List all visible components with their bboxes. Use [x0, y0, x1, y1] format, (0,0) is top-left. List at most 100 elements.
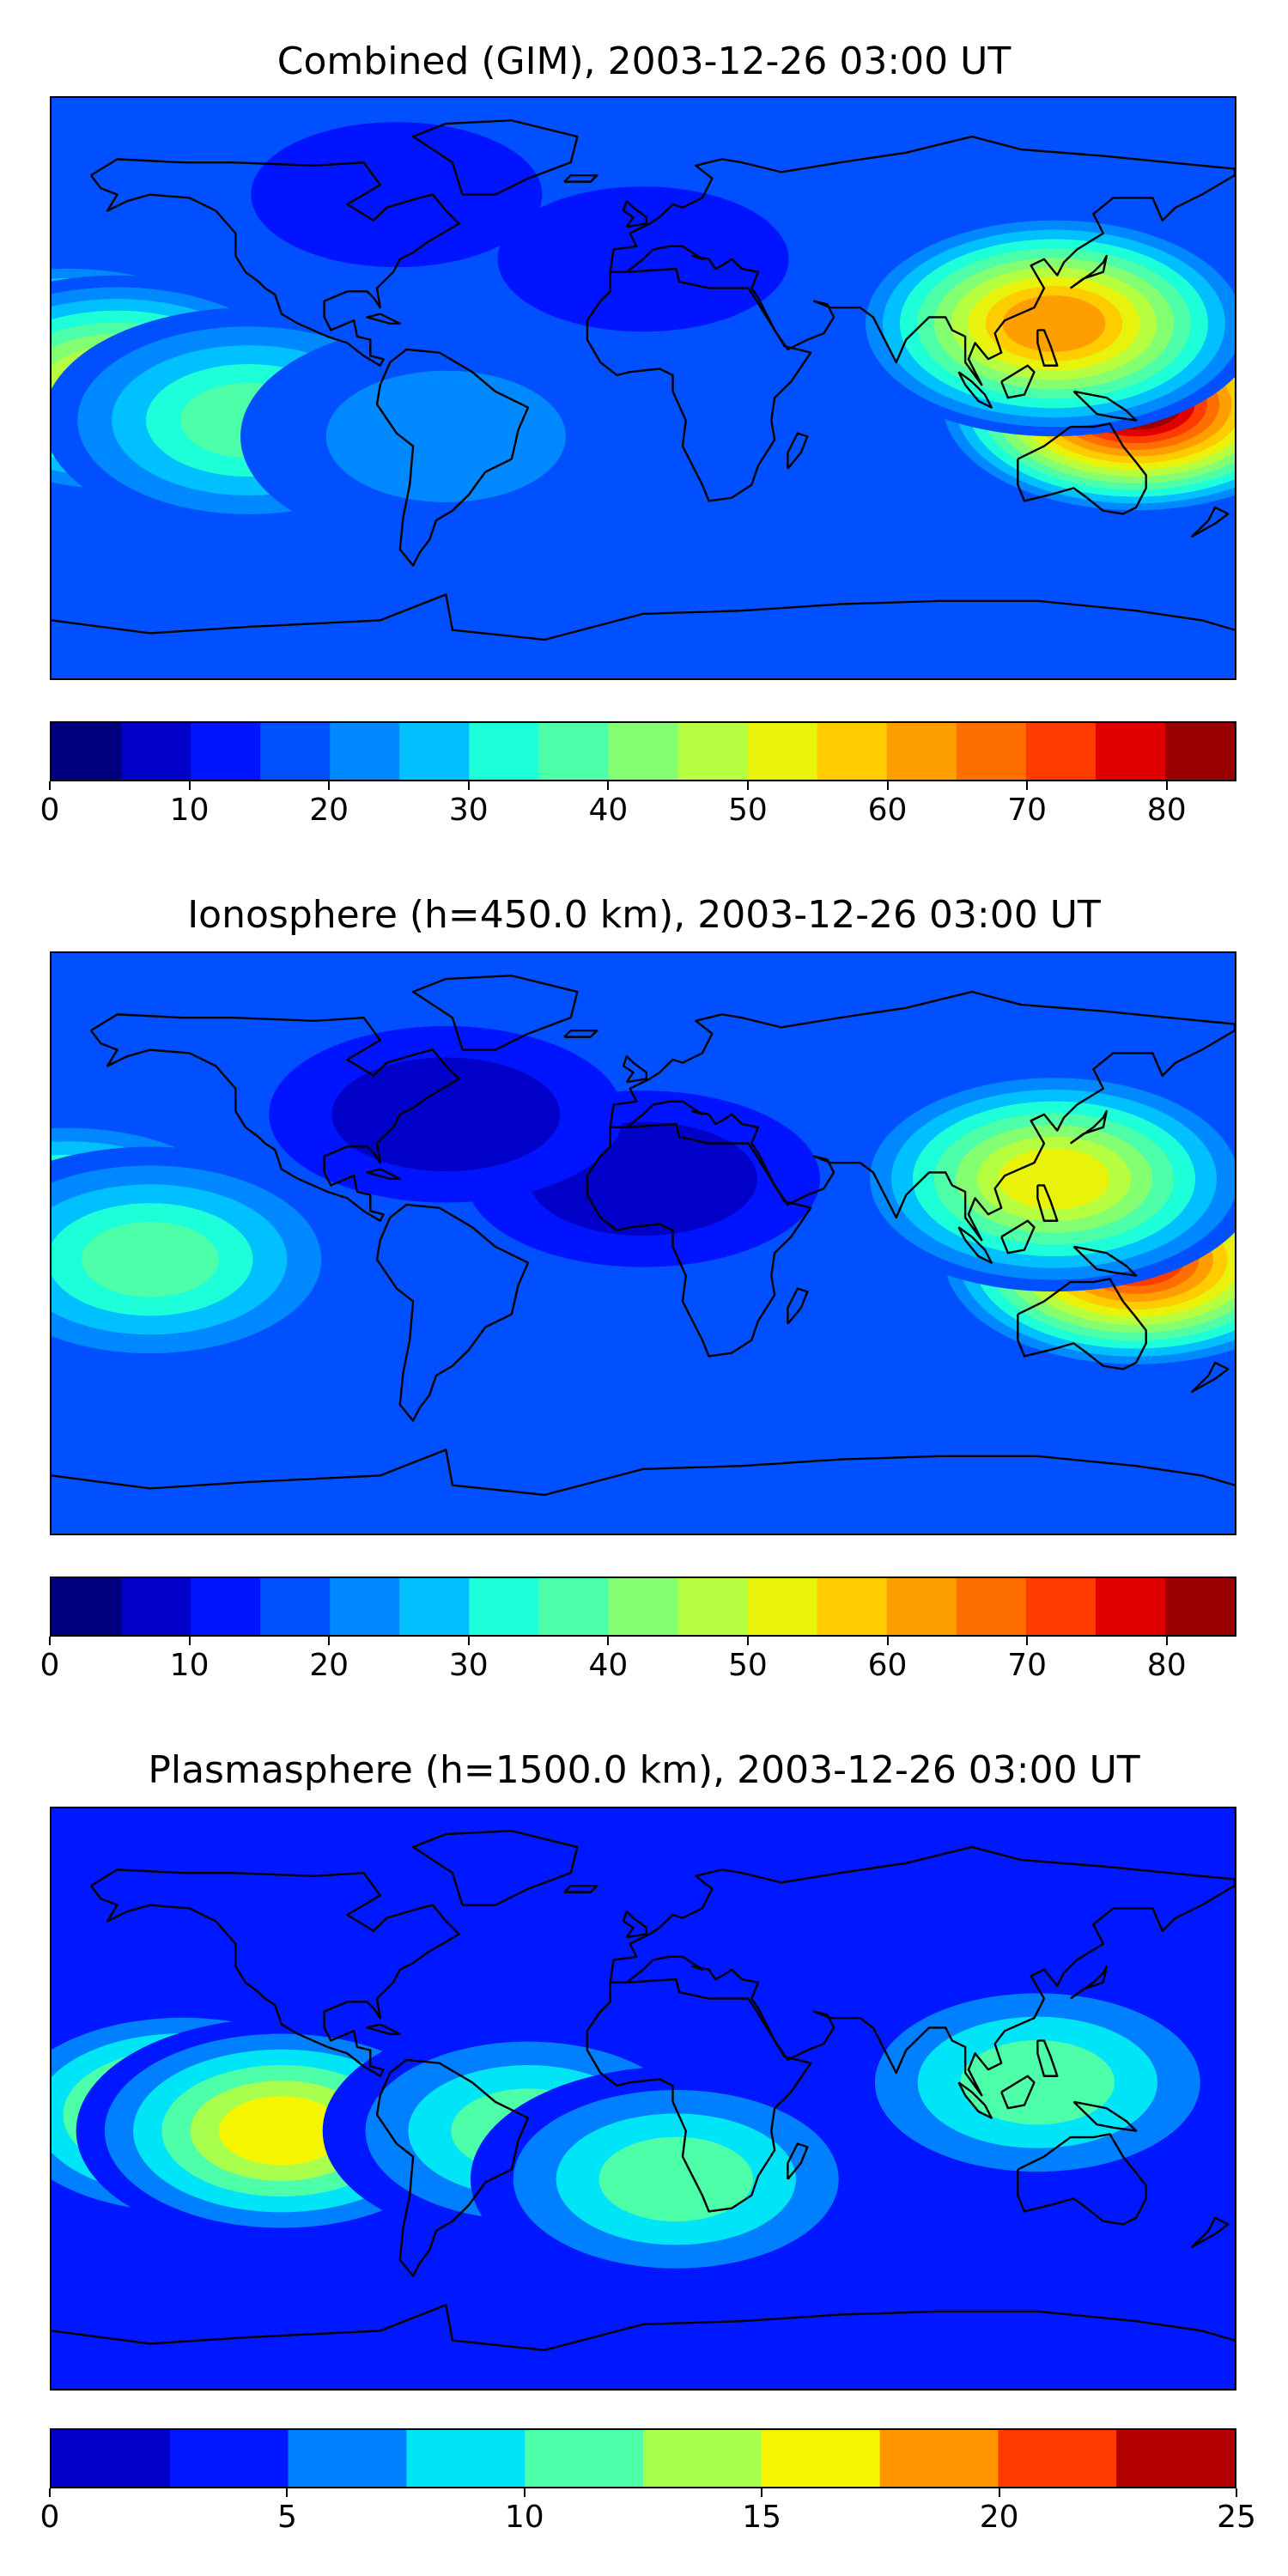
colorbar-swatch-3	[260, 723, 331, 780]
colorbar-ionosphere-svg	[52, 1578, 1235, 1635]
colorbar-tick	[188, 1637, 191, 1645]
colorbar-plasmasphere-ticks: 0 5 10 15 20 25	[40, 2488, 1256, 2535]
colorbar-combined-svg	[52, 723, 1235, 780]
colorbar-ionosphere-ticks: 0 10 20 30 40 50 60 70 80	[40, 1637, 1236, 1683]
coastline-7	[1072, 390, 1138, 422]
panel-title-combined: Combined (GIM), 2003-12-26 03:00 UT	[276, 39, 1012, 83]
colorbar-swatch-8	[998, 2430, 1117, 2487]
coastline-16	[52, 1449, 1235, 1497]
colorbar-tick	[607, 781, 610, 790]
colorbar-tick-label: 10	[169, 1648, 210, 1683]
colorbar-tick-label: 10	[504, 2500, 544, 2535]
map-combined	[50, 96, 1236, 680]
colorbar-tick	[523, 2488, 526, 2497]
colorbar-tick	[49, 1637, 51, 1645]
colorbar-tick-label: 5	[276, 2500, 297, 2535]
coastline-14	[787, 2142, 809, 2180]
colorbar-swatch-5	[643, 2430, 762, 2487]
coastline-13	[366, 2023, 401, 2036]
coastline-6	[1000, 364, 1036, 399]
colorbar-swatch-16	[1164, 723, 1235, 780]
contour-blob-8	[251, 122, 543, 268]
coastline-8	[1069, 254, 1108, 289]
colorbar-tick	[49, 2488, 51, 2497]
colorbar-tick	[761, 2488, 763, 2497]
colorbar-swatch-2	[191, 723, 261, 780]
colorbar-plasmasphere-svg	[52, 2430, 1235, 2487]
colorbar-tick	[188, 781, 191, 790]
coastline-7	[1072, 2100, 1138, 2132]
colorbar-swatch-8	[608, 1578, 679, 1635]
colorbar-tick	[886, 781, 889, 790]
colorbar-swatch-1	[121, 1578, 191, 1635]
colorbar-swatch-4	[330, 1578, 400, 1635]
coastline-12	[563, 1884, 598, 1893]
coastline-16	[52, 593, 1235, 641]
coastline-2	[586, 1122, 812, 1358]
colorbar-tick	[467, 1637, 470, 1645]
coastline-2	[586, 267, 812, 502]
colorbar-tick-label: 70	[1007, 1648, 1048, 1683]
map-ionosphere	[50, 951, 1236, 1535]
colorbar-swatch-7	[538, 1578, 610, 1635]
colorbar-tick-label: 15	[742, 2500, 782, 2535]
colorbar-swatch-9	[677, 723, 749, 780]
colorbar-swatch-6	[761, 2430, 881, 2487]
map-combined-svg	[52, 98, 1235, 678]
contour-level	[82, 1222, 219, 1297]
colorbar-swatch-10	[747, 1578, 818, 1635]
contour-blob-3	[832, 1970, 1235, 2196]
coastline-10	[411, 119, 579, 196]
colorbar-swatch-11	[817, 723, 888, 780]
colorbar-tick	[607, 1637, 610, 1645]
contour-blob-2	[848, 210, 1235, 437]
colorbar-swatch-9	[1116, 2430, 1235, 2487]
colorbar-tick-label: 50	[728, 793, 768, 828]
coastline-16	[52, 2304, 1235, 2352]
colorbar-tick-label: 20	[309, 1648, 349, 1683]
contour-level	[325, 370, 566, 502]
map-ionosphere-svg	[52, 953, 1235, 1534]
coastline-1	[375, 348, 530, 567]
colorbar-tick-label: 25	[1217, 2500, 1256, 2535]
coastline-6	[1000, 1219, 1036, 1255]
coastline-9	[1036, 1184, 1059, 1222]
colorbar-swatch-4	[525, 2430, 644, 2487]
colorbar-swatch-2	[191, 1578, 261, 1635]
colorbar-swatch-14	[1025, 723, 1097, 780]
colorbar-swatch-0	[52, 723, 122, 780]
coastline-2	[586, 1978, 812, 2213]
coastline-9	[1036, 2039, 1059, 2077]
colorbar-swatch-16	[1164, 1578, 1235, 1635]
colorbar-swatch-14	[1025, 1578, 1097, 1635]
colorbar-tick-label: 0	[39, 2500, 60, 2535]
map-plasmasphere	[50, 1807, 1236, 2391]
coastline-12	[563, 173, 598, 183]
colorbar-tick	[1165, 1637, 1168, 1645]
coastline-15	[1191, 2216, 1230, 2248]
colorbar-tick	[286, 2488, 289, 2497]
coastline-14	[787, 432, 809, 470]
coastline-0	[90, 158, 460, 367]
colorbar-tick-label: 40	[588, 793, 629, 828]
contour-level	[331, 1057, 561, 1172]
coastline-0	[90, 1868, 460, 2077]
colorbar-swatch-11	[817, 1578, 888, 1635]
coastline-4	[1017, 1278, 1147, 1370]
colorbar-tick-label: 70	[1007, 793, 1048, 828]
coastline-8	[1069, 1965, 1108, 2000]
coastline-3	[609, 135, 1235, 386]
coastline-11	[622, 1054, 647, 1084]
map-plasmasphere-svg	[52, 1808, 1235, 2389]
colorbar-tick	[467, 781, 470, 790]
colorbar-tick	[328, 781, 331, 790]
colorbar-tick	[746, 1637, 749, 1645]
colorbar-tick-label: 0	[39, 1648, 60, 1683]
contour-blob-4	[470, 2066, 882, 2293]
colorbar-combined	[50, 721, 1236, 781]
colorbar-tick-label: 80	[1146, 1648, 1187, 1683]
colorbar-swatch-9	[677, 1578, 749, 1635]
colorbar-swatch-7	[538, 723, 610, 780]
colorbar-tick	[1026, 1637, 1029, 1645]
colorbar-tick-label: 50	[728, 1648, 768, 1683]
